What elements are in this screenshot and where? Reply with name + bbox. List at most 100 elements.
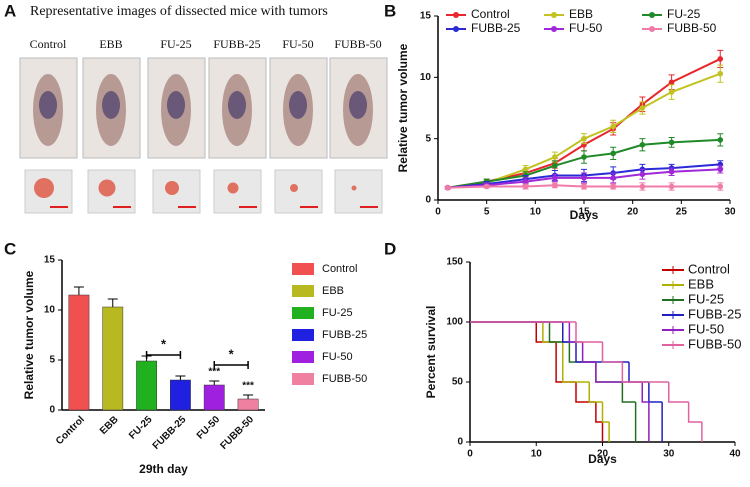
step-segment — [621, 382, 636, 403]
y-tick-label: 10 — [420, 72, 432, 83]
x-tick-label: 20 — [597, 449, 609, 460]
step-segment — [668, 382, 689, 403]
point — [639, 171, 646, 178]
annotation: *** — [208, 367, 220, 378]
legend-marker — [649, 26, 655, 32]
y-tick-label: 0 — [425, 195, 431, 206]
mouse-organ — [349, 91, 367, 119]
error-bar — [175, 375, 186, 380]
legend-label: EBB — [688, 276, 714, 291]
error-bar — [73, 286, 84, 295]
legend-label: FU-25 — [322, 307, 353, 319]
mouse-organ — [289, 91, 307, 119]
step-segment — [601, 342, 623, 363]
x-axis-title: Days — [570, 208, 599, 222]
step-segment — [581, 342, 596, 363]
point — [668, 168, 675, 175]
step-segment — [588, 382, 603, 403]
y-tick-label: 10 — [44, 305, 56, 316]
step-segment — [687, 402, 702, 423]
step-segment — [648, 382, 663, 403]
point — [581, 154, 587, 160]
bar — [203, 384, 225, 411]
legend-label: Control — [322, 263, 357, 275]
legend-label: FUBB-50 — [688, 336, 741, 351]
legend-marker — [453, 12, 459, 18]
panel-label: D — [384, 239, 396, 258]
tumor-photo — [334, 169, 383, 214]
tumor — [351, 185, 357, 191]
step-segment — [641, 382, 649, 403]
y-tick-label: 0 — [457, 437, 463, 448]
x-tick-label: FU-50 — [195, 414, 223, 442]
error-bar — [209, 380, 220, 385]
point — [717, 56, 724, 62]
x-tick-label: 20 — [627, 207, 639, 218]
legend-marker — [453, 26, 459, 32]
legend-label: FUBB-25 — [322, 329, 367, 341]
point — [444, 184, 451, 191]
step-segment — [595, 361, 643, 383]
y-tick-label: 15 — [420, 11, 432, 22]
point — [522, 166, 529, 173]
point — [552, 162, 558, 169]
point — [552, 175, 558, 181]
tumor — [290, 184, 298, 192]
significance: * — [161, 336, 167, 351]
bar — [237, 398, 259, 411]
point — [552, 182, 558, 189]
x-tick-label: Control — [54, 414, 87, 447]
tumor-photo — [274, 169, 323, 214]
x-tick-label: 0 — [467, 449, 473, 460]
panel-label: C — [4, 239, 16, 258]
legend-marker — [551, 12, 557, 18]
significance-bracket — [145, 351, 182, 359]
y-tick-label: 5 — [49, 355, 55, 366]
images-title: Representative images of dissected mice … — [30, 4, 328, 19]
step-segment — [542, 322, 563, 343]
legend-label: FU-50 — [688, 321, 724, 336]
legend-marker — [649, 12, 655, 18]
x-tick-label: 10 — [531, 449, 543, 460]
legend-label: FUBB-25 — [471, 21, 521, 35]
y-tick-label: 0 — [49, 405, 55, 416]
x-tick-label: EBB — [98, 414, 121, 437]
point — [668, 89, 675, 95]
y-tick-label: 50 — [452, 377, 464, 388]
step-segment — [601, 402, 610, 423]
image-label: FU-50 — [282, 37, 313, 51]
step-segment — [562, 342, 590, 383]
bar — [102, 306, 124, 411]
y-axis-title: Relative tumor volume — [22, 270, 36, 399]
y-tick-label: 15 — [44, 255, 56, 266]
x-tick-label: FUBB-25 — [151, 414, 189, 452]
point — [639, 183, 646, 190]
point — [552, 154, 558, 160]
legend-label: EBB — [322, 285, 344, 297]
x-tick-label: 30 — [663, 449, 675, 460]
x-tick-label: FU-25 — [127, 414, 155, 442]
mouse-organ — [228, 91, 246, 119]
point — [639, 142, 646, 148]
point — [668, 183, 675, 190]
step-segment — [535, 322, 557, 343]
point — [717, 183, 724, 190]
y-tick-label: 5 — [425, 133, 431, 144]
panel-label: A — [4, 1, 16, 20]
mouse-organ — [102, 91, 120, 119]
step-segment — [575, 322, 603, 343]
legend-label: FU-50 — [569, 21, 603, 35]
legend-marker — [551, 26, 557, 32]
x-tick-label: 5 — [484, 207, 490, 218]
legend-label: FU-25 — [667, 7, 701, 21]
tumor-photo — [213, 169, 262, 214]
step-segment — [575, 382, 596, 403]
image-label: FUBB-50 — [334, 37, 381, 51]
point — [610, 123, 616, 130]
y-tick-label: 100 — [446, 317, 463, 328]
legend-label: FU-25 — [688, 291, 724, 306]
x-axis-title: Days — [588, 452, 617, 466]
y-axis-title: Percent survival — [424, 306, 438, 399]
point — [668, 79, 675, 86]
